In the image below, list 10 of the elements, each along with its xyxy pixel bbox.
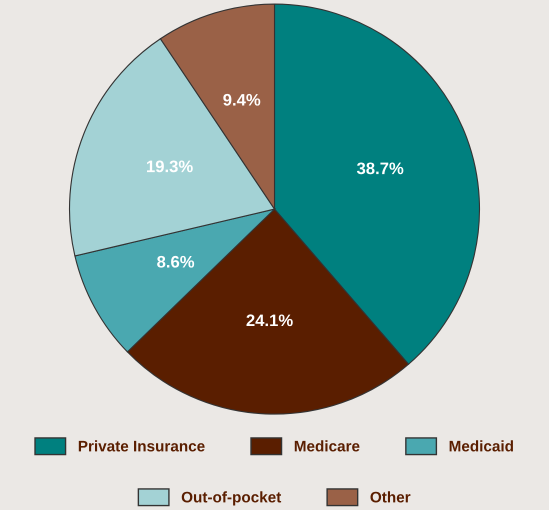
legend-label: Medicare (294, 440, 360, 452)
data-label: 9.4% (223, 94, 260, 106)
data-label: 38.7% (356, 162, 404, 174)
legend-label: Out-of-pocket (182, 491, 282, 506)
data-label: 8.6% (157, 256, 194, 268)
data-label: 19.3% (147, 160, 193, 172)
legend-label: Other (370, 491, 410, 503)
data-label: 24.1% (246, 314, 293, 326)
legend-label: Private Insurance (78, 440, 205, 452)
legend-label: Medicaid (450, 440, 513, 452)
